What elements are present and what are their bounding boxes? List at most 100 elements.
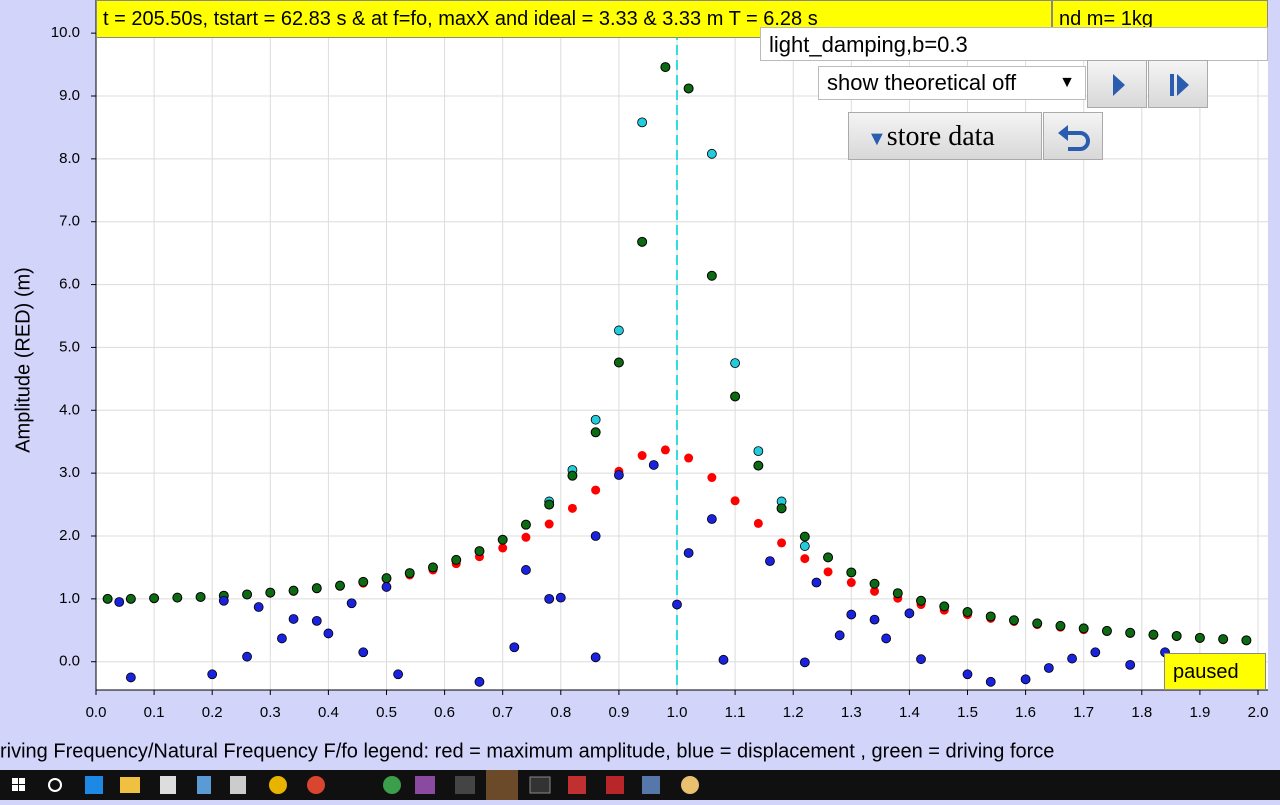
x-tick-label: 1.5 — [957, 704, 978, 721]
data-point — [346, 598, 357, 609]
data-point — [590, 414, 601, 425]
data-point — [985, 611, 996, 622]
store-data-button[interactable]: ▼store data — [848, 112, 1042, 160]
data-point — [1032, 618, 1043, 629]
data-point — [660, 62, 671, 73]
step-button[interactable] — [1148, 60, 1208, 108]
x-tick-label: 0.3 — [260, 704, 281, 721]
data-point — [823, 567, 833, 577]
data-point — [1125, 659, 1136, 670]
data-point — [799, 541, 810, 551]
data-point — [753, 460, 764, 471]
data-point — [730, 391, 741, 402]
data-point — [870, 586, 880, 596]
data-point — [672, 599, 682, 610]
data-point — [1078, 623, 1089, 634]
reset-button[interactable] — [1043, 112, 1103, 160]
x-tick-label: 1.4 — [899, 704, 920, 721]
data-point — [509, 642, 520, 653]
data-point — [288, 614, 299, 624]
data-point — [916, 654, 926, 665]
data-point — [660, 445, 670, 455]
x-tick-label: 0.5 — [376, 704, 397, 721]
data-point — [614, 325, 624, 336]
data-point — [590, 531, 601, 541]
data-point — [637, 117, 648, 128]
data-point — [846, 578, 856, 588]
y-tick-label: 6.0 — [59, 276, 80, 293]
data-point — [358, 647, 369, 658]
x-tick-label: 0.6 — [434, 704, 455, 721]
data-point — [730, 358, 740, 369]
data-point — [404, 568, 415, 579]
data-point — [102, 593, 113, 604]
data-point — [242, 651, 252, 662]
data-point — [1148, 629, 1159, 640]
damping-field[interactable]: light_damping,b=0.3 — [760, 27, 1268, 61]
data-point — [881, 633, 892, 644]
y-tick-label: 5.0 — [59, 338, 80, 355]
data-point — [474, 546, 485, 557]
data-point — [613, 357, 624, 368]
y-tick-label: 0.0 — [59, 653, 80, 670]
data-point — [869, 578, 880, 589]
data-point — [753, 518, 763, 528]
y-tick-label: 3.0 — [59, 464, 80, 481]
data-point — [1020, 674, 1031, 685]
data-point — [1043, 663, 1054, 673]
data-point — [498, 543, 508, 553]
data-point — [125, 593, 136, 604]
data-point — [765, 556, 775, 567]
data-point — [149, 593, 160, 604]
data-point — [846, 609, 857, 620]
data-point — [451, 554, 462, 565]
x-tick-label: 0.4 — [318, 704, 339, 721]
data-point — [311, 615, 322, 626]
data-point — [591, 485, 601, 495]
data-point — [242, 589, 253, 600]
data-point — [1055, 620, 1066, 631]
data-point — [381, 582, 392, 592]
x-tick-label: 1.2 — [783, 704, 804, 721]
data-point — [311, 583, 322, 594]
x-tick-label: 0.0 — [86, 704, 107, 721]
y-axis-title: Amplitude (RED) (m) — [12, 267, 34, 453]
data-point — [1171, 630, 1182, 641]
data-point — [567, 503, 577, 513]
data-point — [474, 676, 485, 687]
x-tick-label: 0.9 — [608, 704, 629, 721]
data-point — [962, 607, 973, 618]
data-point — [718, 654, 729, 665]
data-point — [706, 514, 717, 524]
data-point — [1194, 632, 1205, 643]
x-tick-label: 1.8 — [1131, 704, 1152, 721]
data-point — [846, 567, 857, 578]
play-button[interactable] — [1087, 60, 1147, 108]
data-point — [335, 580, 346, 591]
data-point — [707, 473, 717, 483]
data-point — [114, 597, 125, 607]
data-point — [799, 657, 810, 668]
data-point — [637, 451, 647, 461]
data-point — [823, 552, 834, 563]
data-point — [288, 585, 299, 596]
x-tick-label: 1.3 — [841, 704, 862, 721]
data-point — [753, 446, 764, 457]
x-tick-label: 0.7 — [492, 704, 513, 721]
data-point — [567, 470, 578, 481]
data-point — [706, 148, 717, 159]
data-point — [253, 602, 264, 612]
y-tick-label: 8.0 — [59, 150, 80, 167]
data-point — [683, 83, 694, 94]
dropdown-arrow: ▼ — [1059, 74, 1075, 91]
x-tick-label: 1.7 — [1073, 704, 1094, 721]
data-point — [800, 554, 810, 564]
theory-select[interactable]: show theoretical off ▼ — [818, 66, 1086, 100]
data-point — [1067, 653, 1077, 664]
data-point — [544, 519, 554, 529]
store-arrow: ▼ — [867, 128, 887, 150]
data-point — [393, 669, 404, 680]
data-point — [544, 499, 555, 510]
x-tick-label: 2.0 — [1248, 704, 1269, 721]
